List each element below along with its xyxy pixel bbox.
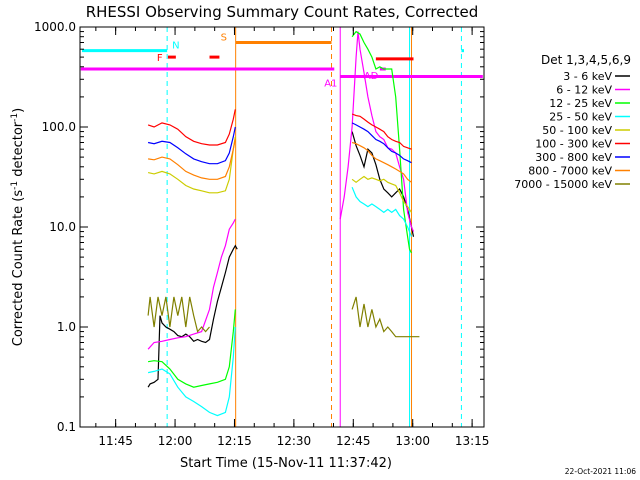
y-label-sup2: -1 xyxy=(10,113,20,122)
series-line-6 xyxy=(147,109,236,146)
x-axis-label: Start Time (15-Nov-11 11:37:42) xyxy=(180,456,392,471)
attenuator-label: AD xyxy=(364,71,379,82)
series-line-5 xyxy=(351,175,412,213)
series-line-9 xyxy=(351,296,420,338)
y-tick-label: 1.0 xyxy=(57,320,76,334)
y-label-sup1: -1 xyxy=(10,181,20,190)
legend-label: 12 - 25 keV xyxy=(549,97,612,110)
series-line-8 xyxy=(148,139,236,180)
y-tick-label: 100.0 xyxy=(42,120,76,134)
plot-frame xyxy=(79,26,485,428)
attenuator-label: A1 xyxy=(324,78,337,89)
series-line-7 xyxy=(147,126,236,165)
y-tick-label: 0.1 xyxy=(57,420,76,434)
legend-label: 50 - 100 keV xyxy=(542,124,612,137)
x-tick-label: 12:15 xyxy=(217,434,252,448)
x-tick-label: 13:00 xyxy=(395,434,430,448)
series-line-1 xyxy=(147,244,238,388)
annotations: A1 AD N S F xyxy=(80,27,483,427)
legend-title: Det 1,3,4,5,6,9 xyxy=(541,53,631,67)
legend-label: 3 - 6 keV xyxy=(563,70,612,83)
series-line-1 xyxy=(351,131,415,237)
series-line-4 xyxy=(147,326,236,417)
y-tick-label: 1000.0 xyxy=(34,20,76,34)
series-line-7 xyxy=(351,122,412,164)
y-axis: 0.1 1.0 10.0 100.0 1000.0 xyxy=(34,20,484,434)
legend-label: 7000 - 15000 keV xyxy=(514,178,612,191)
series-line-9 xyxy=(147,296,210,333)
flare-label: F xyxy=(157,53,163,64)
x-tick-label: 11:45 xyxy=(98,434,133,448)
y-label-part3: ) xyxy=(11,108,26,113)
night-label: N xyxy=(172,41,179,52)
y-axis-label: Corrected Count Rate (s-1 detector-1) xyxy=(10,108,26,346)
saa-label: S xyxy=(221,32,227,43)
series-line-2 xyxy=(339,31,415,232)
chart-title: RHESSI Observing Summary Count Rates, Co… xyxy=(86,3,479,21)
y-label-part2: detector xyxy=(11,121,26,181)
x-tick-label: 13:15 xyxy=(455,434,490,448)
y-label-part1: Corrected Count Rate (s xyxy=(11,190,26,347)
y-tick-label: 10.0 xyxy=(49,220,76,234)
series-line-6 xyxy=(351,113,412,150)
x-tick-label: 12:45 xyxy=(336,434,371,448)
series-line-4 xyxy=(351,186,413,237)
series-line-2 xyxy=(147,218,236,350)
series-line-3 xyxy=(351,30,413,254)
series-line-8 xyxy=(351,141,412,183)
legend-label: 25 - 50 keV xyxy=(549,111,612,124)
legend-label: 100 - 300 keV xyxy=(535,138,612,151)
legend-label: 300 - 800 keV xyxy=(535,151,612,164)
x-tick-label: 12:30 xyxy=(277,434,312,448)
plot-area xyxy=(147,30,420,417)
series-line-5 xyxy=(147,136,236,194)
x-tick-label: 12:00 xyxy=(158,434,193,448)
legend-label: 6 - 12 keV xyxy=(556,84,612,97)
x-axis: 11:45 12:00 12:15 12:30 12:45 13:00 13:15 xyxy=(95,27,490,448)
date-stamp: 22-Oct-2021 11:06 xyxy=(565,467,636,476)
legend-label: 800 - 7000 keV xyxy=(528,165,612,178)
series-line-3 xyxy=(148,309,236,388)
